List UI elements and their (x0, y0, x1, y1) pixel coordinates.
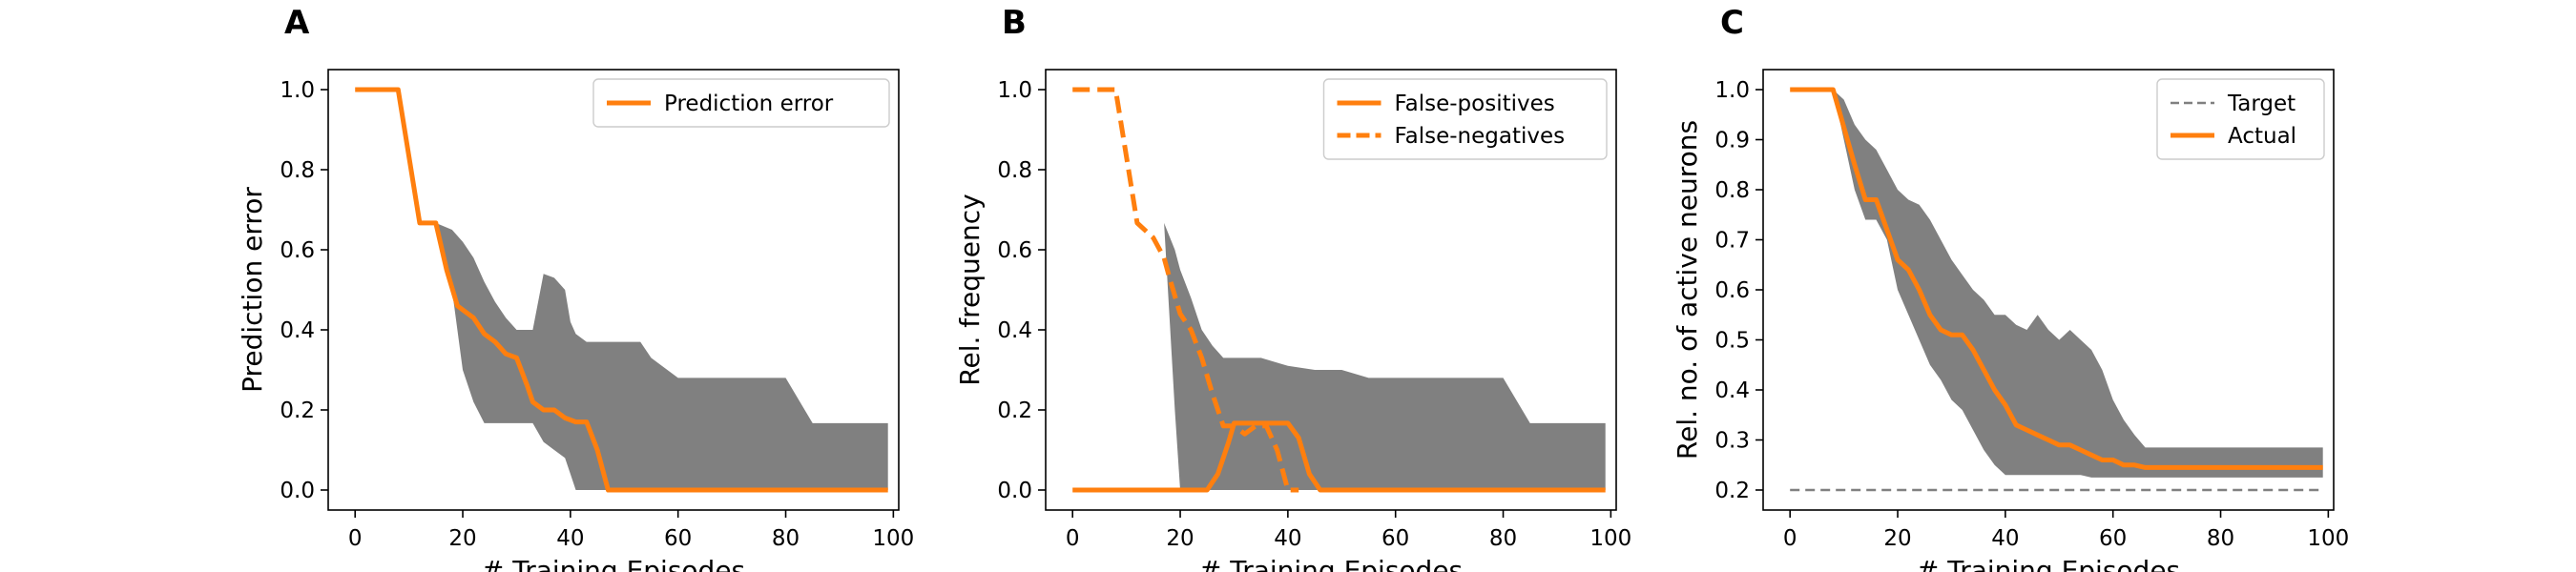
panel-c: C 0 20 40 60 80 100 0.2 0.3 0.4 0.5 0.6 0.7 0.8 0.9 1… (1672, 4, 2349, 572)
x-tick-label: 0 (1783, 526, 1797, 551)
x-tick-label: 80 (772, 526, 800, 551)
panel-label: A (284, 4, 310, 42)
y-axis-label: Prediction error (237, 187, 268, 393)
x-tick-label: 100 (2307, 526, 2349, 551)
panel-label: C (1720, 4, 1744, 42)
x-axis-label: # Training Episodes (482, 555, 745, 572)
y-tick-label: 0.6 (997, 238, 1032, 263)
y-tick-label: 1.0 (997, 78, 1032, 103)
x-tick-label: 20 (1166, 526, 1194, 551)
legend-label: Prediction error (664, 92, 834, 116)
x-axis-label: # Training Episodes (1917, 555, 2180, 572)
legend-box (1322, 78, 1608, 160)
legend: Target Actual (2156, 78, 2325, 160)
panel-label: B (1002, 4, 1027, 42)
y-tick-label: 0.4 (280, 318, 315, 343)
y-tick-label: 0.2 (997, 398, 1032, 423)
confidence-band (435, 222, 888, 490)
y-ticks: 0.0 0.2 0.4 0.6 0.8 1.0 (997, 78, 1046, 503)
y-tick-label: 0.9 (1714, 129, 1750, 153)
x-tick-label: 20 (448, 526, 476, 551)
legend-label: False-positives (1395, 92, 1555, 116)
legend-box (2156, 78, 2325, 160)
x-axis-label: # Training Episodes (1199, 555, 1463, 572)
y-axis-label: Rel. frequency (954, 194, 986, 385)
y-ticks: 0.2 0.3 0.4 0.5 0.6 0.7 0.8 0.9 1.0 (1714, 78, 1763, 503)
legend: False-positives False-negatives (1322, 78, 1608, 160)
y-tick-label: 0.8 (280, 158, 315, 183)
panel-a: A 0 20 40 60 80 100 0.0 0.2 0.4 0.6 0.8 1.0 # Trai… (237, 4, 914, 572)
y-tick-label: 0.4 (997, 318, 1032, 343)
y-tick-label: 0.3 (1714, 429, 1750, 454)
x-ticks: 0 20 40 60 80 100 (348, 510, 914, 551)
confidence-band (1833, 90, 2323, 478)
y-tick-label: 0.2 (280, 398, 315, 423)
y-ticks: 0.0 0.2 0.4 0.6 0.8 1.0 (280, 78, 328, 503)
confidence-band (1164, 222, 1606, 490)
x-tick-label: 0 (348, 526, 363, 551)
y-tick-label: 0.0 (997, 479, 1032, 503)
y-tick-label: 1.0 (1714, 78, 1750, 103)
series-line-1 (1072, 87, 1299, 493)
x-tick-label: 20 (1883, 526, 1911, 551)
x-tick-label: 40 (556, 526, 584, 551)
band-layer (435, 222, 888, 490)
series-layer (355, 87, 888, 493)
x-tick-label: 60 (2099, 526, 2127, 551)
y-tick-label: 0.6 (280, 238, 315, 263)
band-layer (1833, 90, 2323, 478)
x-tick-label: 100 (1589, 526, 1631, 551)
plot-area (1045, 69, 1617, 511)
y-tick-label: 0.2 (1714, 479, 1750, 503)
x-tick-label: 0 (1066, 526, 1080, 551)
y-tick-label: 0.4 (1714, 378, 1750, 403)
y-tick-label: 0.0 (280, 479, 315, 503)
band-layer (1164, 222, 1606, 490)
x-ticks: 0 20 40 60 80 100 (1783, 510, 2349, 551)
series-layer (1072, 87, 1606, 493)
series-line-1 (1790, 87, 2323, 470)
y-tick-label: 0.8 (1714, 178, 1750, 203)
y-tick-label: 0.5 (1714, 329, 1750, 354)
x-tick-label: 60 (1381, 526, 1409, 551)
legend: Prediction error (592, 78, 890, 128)
x-tick-label: 80 (1489, 526, 1517, 551)
x-tick-label: 80 (2207, 526, 2234, 551)
x-tick-label: 60 (664, 526, 692, 551)
series-line-0 (355, 87, 888, 493)
series-layer (1790, 87, 2323, 492)
x-ticks: 0 20 40 60 80 100 (1066, 510, 1631, 551)
series-line-0 (1072, 420, 1606, 493)
legend-box (592, 78, 890, 128)
y-tick-label: 0.6 (1714, 278, 1750, 303)
y-tick-label: 0.7 (1714, 229, 1750, 254)
x-tick-label: 100 (872, 526, 914, 551)
y-axis-label: Rel. no. of active neurons (1672, 120, 1703, 460)
y-tick-label: 1.0 (280, 78, 315, 103)
y-tick-label: 0.8 (997, 158, 1032, 183)
x-tick-label: 40 (1991, 526, 2019, 551)
x-tick-label: 40 (1274, 526, 1301, 551)
plot-area (327, 69, 900, 511)
panel-b: B 0 20 40 60 80 100 0.0 0.2 0.4 0.6 0.8 1.0 # Trai… (954, 4, 1631, 572)
legend-label: False-negatives (1395, 124, 1566, 149)
legend-label: Target (2227, 92, 2296, 116)
legend-label: Actual (2228, 124, 2296, 149)
